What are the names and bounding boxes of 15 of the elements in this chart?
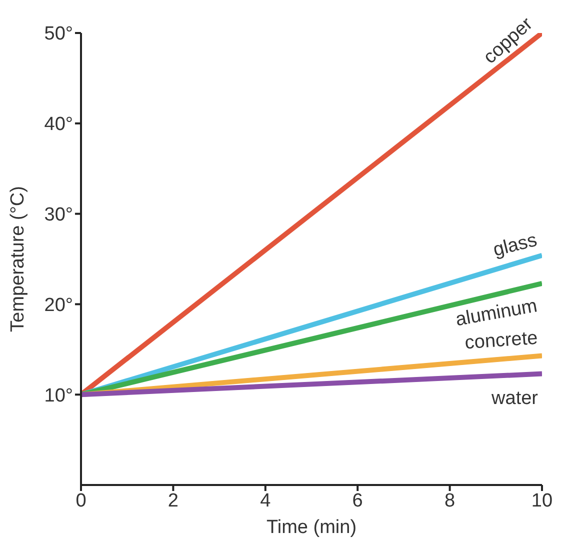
x-tick-label: 0 [76,490,86,512]
y-tick-label: 50° [44,24,73,45]
y-tick-label: 30° [44,204,73,226]
x-tick-label: 4 [260,490,272,512]
x-axis-title: Time (min) [266,517,357,538]
y-tick-label: 40° [44,114,73,136]
x-tick-label: 2 [168,490,178,512]
y-tick-label: 10° [44,385,73,406]
x-tick-label: 10 [531,490,553,512]
text: glass [491,230,540,261]
y-axis-title: Temperature (°C) [8,186,29,332]
series-label: water [490,388,539,409]
x-tick-label: 8 [444,490,456,512]
y-tick-label: 20° [44,294,73,316]
x-tick-label: 6 [352,490,363,512]
